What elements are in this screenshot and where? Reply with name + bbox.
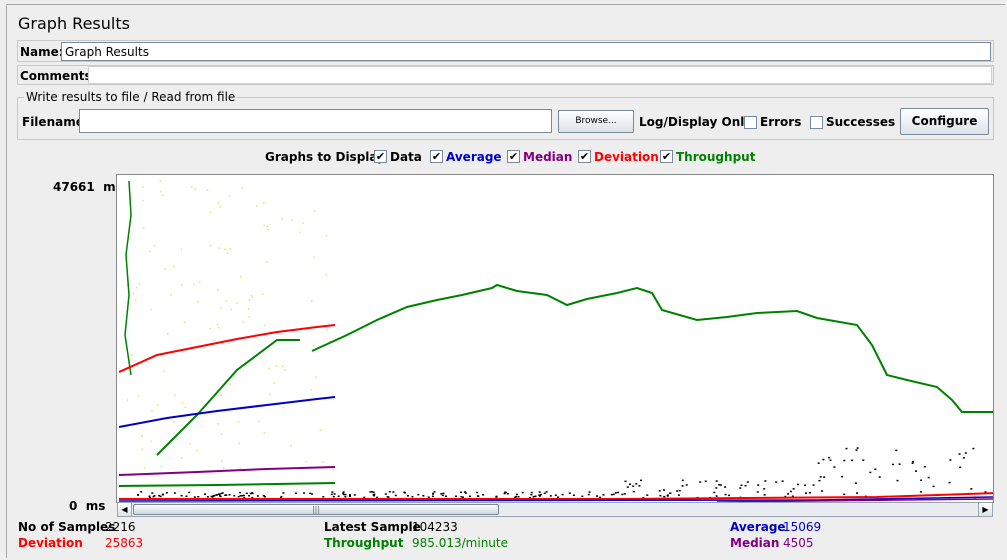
median-stat-label: Median	[730, 536, 780, 550]
average-option-label: Average	[446, 150, 502, 164]
log-display-label: Log/Display Only:	[639, 115, 757, 129]
errors-checkbox[interactable]	[744, 116, 757, 129]
median-trace	[118, 466, 336, 476]
median-stat-value: 4505	[783, 536, 814, 550]
average-trace	[118, 396, 336, 428]
successes-checkbox[interactable]	[810, 116, 823, 129]
throughput-stat-label: Throughput	[324, 536, 404, 550]
average-bottom-trace	[118, 496, 993, 502]
median-checkbox[interactable]: ✔	[507, 150, 520, 163]
name-input[interactable]: Graph Results	[61, 42, 991, 61]
median-option-label: Median	[523, 150, 573, 164]
graph-area	[116, 174, 994, 503]
filename-label: Filename	[22, 115, 84, 129]
throughput-low-trace	[118, 482, 336, 487]
throughput-early-trace	[124, 180, 132, 376]
median-bottom-trace	[716, 498, 993, 502]
horizontal-scrollbar[interactable]: ◀ ||| ▶	[117, 502, 993, 517]
data-checkbox[interactable]: ✔	[374, 150, 387, 163]
data-option-label: Data	[390, 150, 422, 164]
throughput-stat-value: 985.013/minute	[412, 536, 508, 550]
latest-sample-value: 104233	[412, 520, 458, 534]
y-max-label: 47661 ms	[53, 180, 123, 194]
deviation-bottom-trace	[119, 492, 993, 500]
scroll-left-arrow-icon[interactable]: ◀	[118, 503, 132, 516]
filename-input[interactable]	[79, 109, 552, 133]
browse-button[interactable]: Browse...	[558, 110, 634, 133]
name-row: Name: Graph Results	[17, 40, 994, 62]
average-checkbox[interactable]: ✔	[430, 150, 443, 163]
samples-label: No of Samples	[18, 520, 116, 534]
comments-label: Comments:	[20, 69, 97, 83]
throughput-checkbox[interactable]: ✔	[660, 150, 673, 163]
throughput-trace	[311, 283, 993, 413]
deviation-checkbox[interactable]: ✔	[578, 150, 591, 163]
graphs-to-display-label: Graphs to Display	[265, 150, 385, 164]
graph-plot	[118, 180, 993, 502]
deviation-stat-label: Deviation	[18, 536, 83, 550]
name-label: Name:	[20, 45, 64, 59]
latest-sample-label: Latest Sample	[324, 520, 421, 534]
file-group-legend: Write results to file / Read from file	[26, 90, 236, 104]
successes-label: Successes	[826, 115, 896, 129]
average-stat-value: 15069	[783, 520, 822, 534]
panel-title: Graph Results	[18, 14, 130, 33]
throughput-ramp-trace	[156, 339, 300, 456]
scroll-right-arrow-icon[interactable]: ▶	[978, 503, 992, 516]
scroll-thumb[interactable]: |||	[133, 504, 499, 515]
file-group: Write results to file / Read from file	[17, 90, 994, 140]
deviation-stat-value: 25863	[105, 536, 144, 550]
y-min-label: 0 ms	[69, 499, 106, 513]
panel-frame	[6, 4, 1005, 558]
deviation-option-label: Deviation	[594, 150, 659, 164]
comments-row: Comments:	[17, 65, 994, 85]
data-points-late	[137, 447, 987, 499]
deviation-trace	[118, 324, 336, 373]
samples-value: 2216	[105, 520, 136, 534]
comments-input[interactable]	[88, 66, 992, 84]
data-points-early	[126, 180, 331, 469]
throughput-option-label: Throughput	[676, 150, 756, 164]
configure-button[interactable]: Configure	[900, 108, 989, 135]
average-stat-label: Average	[730, 520, 786, 534]
errors-label: Errors	[760, 115, 802, 129]
